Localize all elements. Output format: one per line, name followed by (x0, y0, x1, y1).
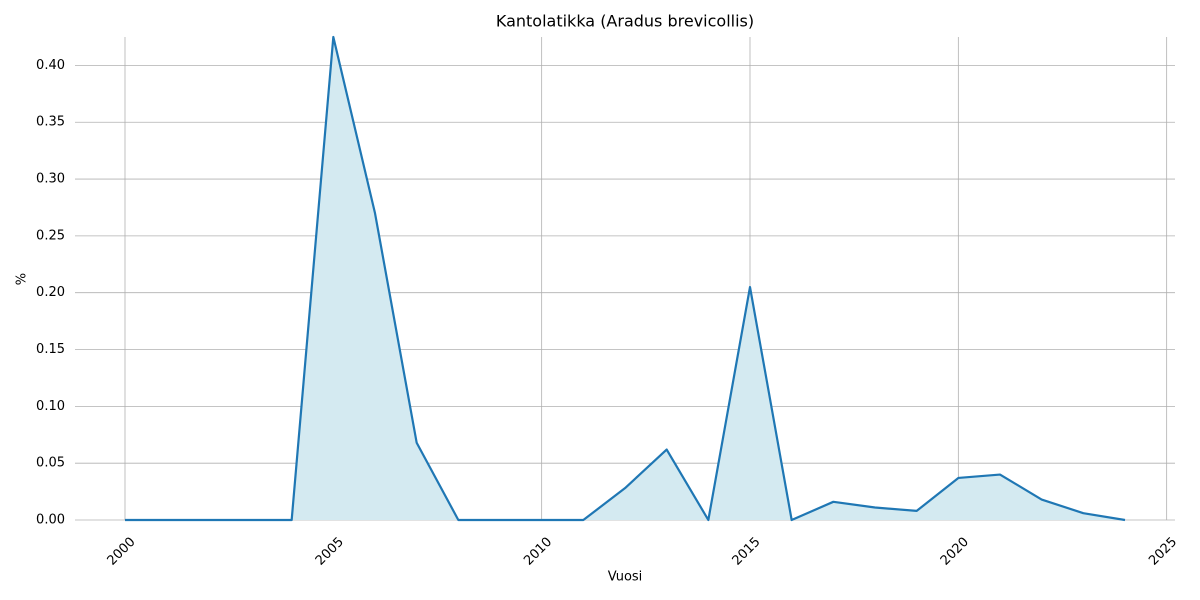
y-axis-label: % (15, 273, 30, 285)
x-tick-label: 2025 (1146, 535, 1180, 569)
area (125, 37, 1125, 520)
x-axis-label: Vuosi (608, 570, 643, 585)
x-tick-label: 2015 (730, 535, 764, 569)
y-tick-label: 0.40 (36, 58, 65, 73)
y-tick-label: 0.35 (36, 115, 65, 130)
x-tick-label: 2010 (521, 535, 555, 569)
line (125, 35, 1126, 522)
y-tick-label: 0.20 (36, 285, 65, 300)
y-tick-label: 0.30 (36, 172, 65, 187)
x-tick-label: 2020 (938, 535, 972, 569)
chart-title: Kantolatikka (Aradus brevicollis) (496, 12, 754, 31)
y-tick-label: 0.00 (36, 513, 65, 528)
x-tick-label: 2000 (105, 535, 139, 569)
y-tick-label: 0.10 (36, 399, 65, 414)
x-tick-label: 2005 (313, 535, 347, 569)
y-tick-label: 0.05 (36, 456, 65, 471)
y-tick-label: 0.15 (36, 342, 65, 357)
y-tick-label: 0.25 (36, 228, 65, 243)
